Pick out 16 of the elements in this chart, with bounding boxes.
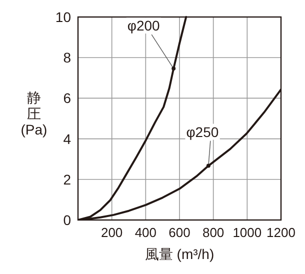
y-tick-label: 0 xyxy=(63,212,72,228)
y-tick-label: 2 xyxy=(63,171,72,188)
x-tick-label: 1200 xyxy=(266,225,296,240)
x-tick-label: 200 xyxy=(100,225,123,240)
annotation: φ200 xyxy=(127,18,160,34)
x-axis-title: 風量 (m³/h) xyxy=(144,246,214,262)
x-tick-label: 800 xyxy=(202,225,224,240)
annotation: φ250 xyxy=(186,124,219,140)
y-tick-label: 6 xyxy=(63,90,72,106)
y-tick-label: 8 xyxy=(63,50,72,66)
y-tick-label: 4 xyxy=(63,130,72,147)
x-tick-label: 1000 xyxy=(232,225,262,240)
x-tick-label: 600 xyxy=(168,225,190,240)
y-axis-title: 静圧(Pa) xyxy=(20,90,48,138)
y-tick-label: 10 xyxy=(55,9,72,25)
x-tick-label: 400 xyxy=(134,225,157,240)
